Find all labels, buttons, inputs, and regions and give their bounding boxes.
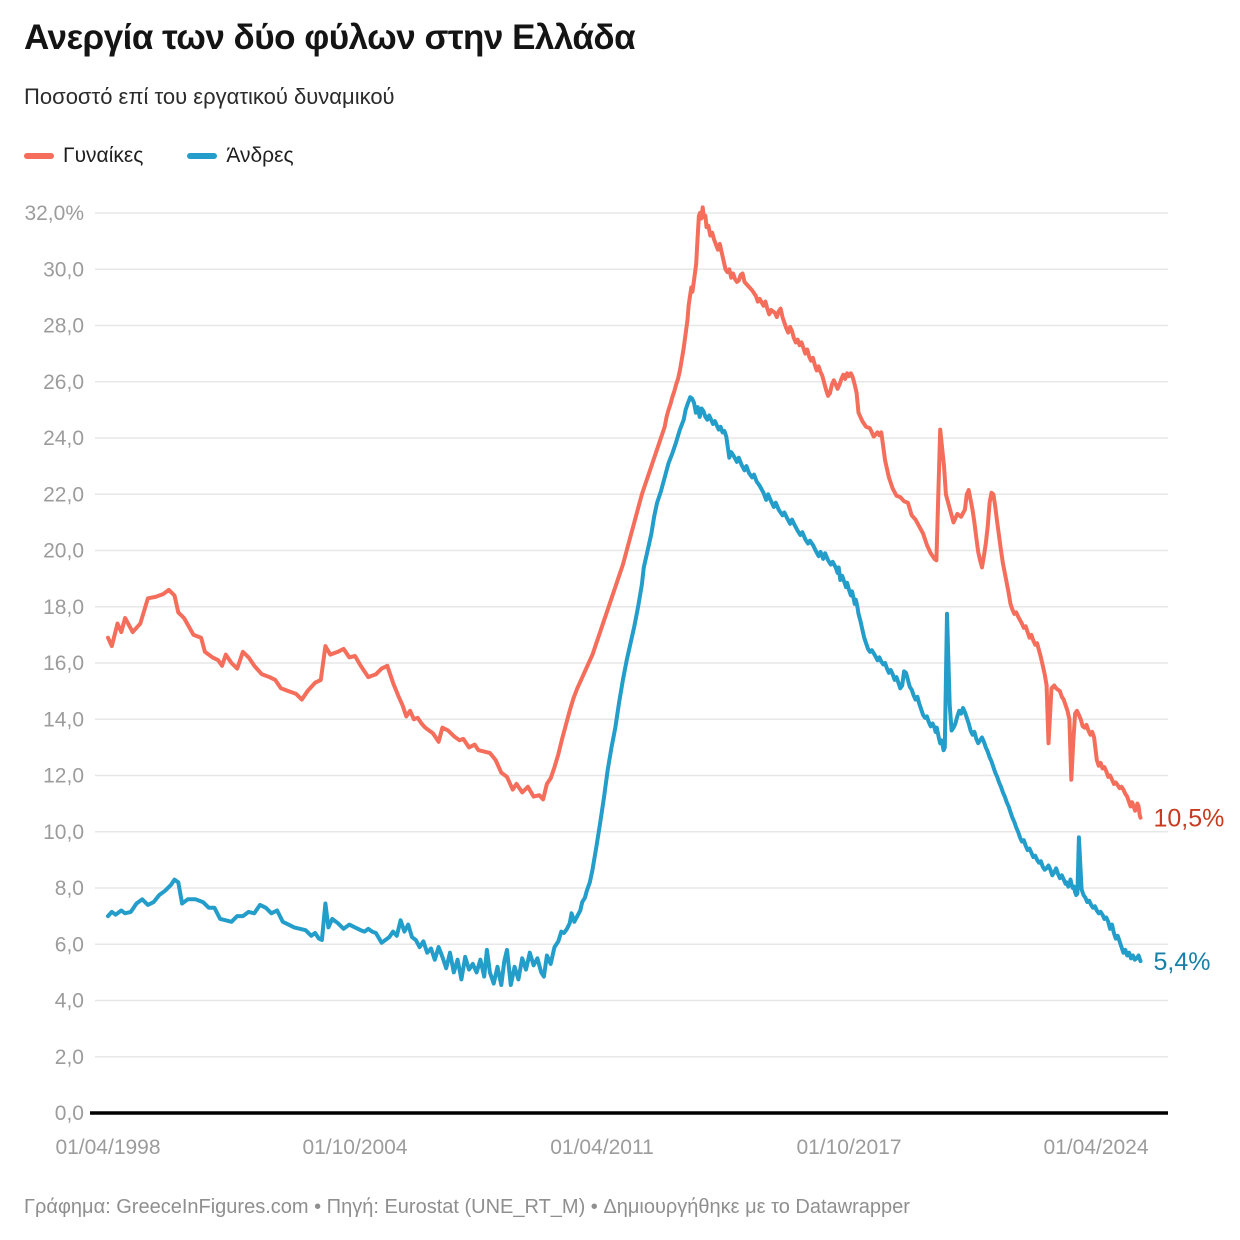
women-line-swatch-icon	[24, 153, 54, 159]
y-tick-label: 8,0	[55, 877, 84, 900]
attribution-footer: Γράφημα: GreeceInFigures.com • Πηγή: Eur…	[24, 1196, 910, 1218]
y-tick-label: 28,0	[43, 315, 84, 338]
men-end-value-label: 5,4%	[1154, 948, 1211, 976]
legend-item-men: Άνδρες	[187, 144, 294, 168]
x-tick-label: 01/10/2004	[302, 1136, 407, 1159]
y-tick-label: 2,0	[55, 1046, 84, 1069]
x-tick-label: 01/04/1998	[55, 1136, 160, 1159]
y-tick-label: 18,0	[43, 596, 84, 619]
y-tick-label: 6,0	[55, 933, 84, 956]
x-tick-label: 01/04/2011	[550, 1136, 654, 1159]
y-tick-label: 16,0	[43, 652, 84, 675]
y-tick-label: 4,0	[55, 990, 84, 1013]
y-tick-label: 30,0	[43, 258, 84, 281]
y-tick-label: 12,0	[43, 765, 84, 788]
women-series-line	[106, 205, 1143, 820]
y-tick-label: 32,0%	[24, 202, 84, 225]
legend-label-women: Γυναίκες	[63, 144, 144, 167]
y-tick-label: 10,0	[43, 821, 84, 844]
y-tick-label: 0,0	[55, 1102, 84, 1125]
men-series-line	[106, 395, 1143, 987]
legend-item-women: Γυναίκες	[24, 144, 143, 168]
y-tick-label: 22,0	[43, 483, 84, 506]
page-title: Ανεργία των δύο φύλων στην Ελλάδα	[24, 18, 636, 57]
y-tick-label: 26,0	[43, 371, 84, 394]
y-tick-label: 14,0	[43, 708, 84, 731]
x-tick-label: 01/04/2024	[1043, 1136, 1148, 1159]
page-subtitle: Ποσοστό επί του εργατικού δυναμικού	[24, 84, 395, 109]
y-tick-label: 20,0	[43, 540, 84, 563]
legend-label-men: Άνδρες	[226, 144, 294, 167]
men-line-swatch-icon	[187, 153, 218, 159]
legend: Γυναίκες Άνδρες	[24, 144, 294, 168]
y-tick-label: 24,0	[43, 427, 84, 450]
x-tick-label: 01/10/2017	[796, 1136, 901, 1159]
women-end-value-label: 10,5%	[1154, 805, 1225, 833]
